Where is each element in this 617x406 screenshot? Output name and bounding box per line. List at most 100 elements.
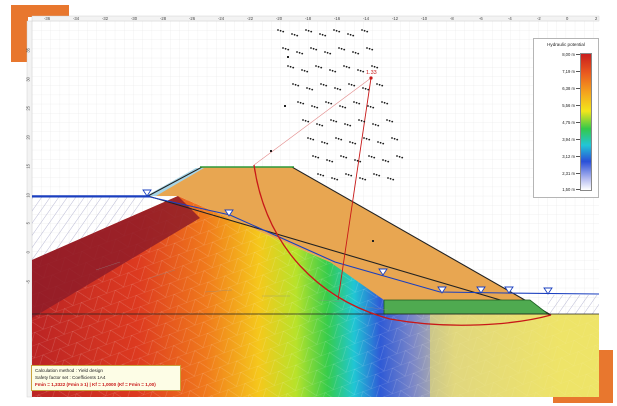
slip-center-dot: [347, 173, 350, 176]
slip-center-dot: [325, 84, 328, 87]
slip-center-dot: [343, 48, 346, 51]
top-ruler-label: 2: [595, 16, 598, 21]
slip-center-dot: [292, 83, 294, 85]
top-ruler-label: -26: [189, 16, 196, 21]
slip-center-dot: [296, 34, 299, 37]
slip-center-dot: [326, 51, 329, 54]
slip-center-dot: [313, 105, 316, 108]
slip-center-dot: [306, 87, 308, 89]
slip-center-dot: [376, 66, 379, 69]
left-ruler-label: 5: [26, 221, 31, 224]
downstream-water-hatch: [548, 295, 599, 314]
slip-center-dot: [352, 51, 354, 53]
slip-center-dot: [370, 155, 373, 158]
slip-center-dot: [319, 33, 321, 35]
slip-center-dot: [312, 155, 314, 157]
slip-center-dot: [311, 88, 314, 91]
top-ruler-label: -2: [537, 16, 541, 21]
slip-center-dot: [344, 106, 347, 109]
slip-center-dot: [362, 70, 365, 73]
slip-center-dot: [353, 101, 355, 103]
legend-tick: [576, 173, 580, 174]
legend-tick: [576, 71, 580, 72]
legend-value: 6,38 m: [562, 86, 575, 91]
legend-tick: [576, 105, 580, 106]
slip-center-dot: [386, 119, 388, 121]
slip-center-dot: [331, 160, 334, 163]
slip-center-dot: [326, 142, 329, 145]
top-ruler-label: -4: [508, 16, 512, 21]
legend-value: 2,31 m: [562, 171, 575, 176]
slip-center-dot: [359, 69, 362, 72]
slip-center-dot: [359, 177, 361, 179]
slip-center-dot: [387, 177, 389, 179]
legend-value: 5,56 m: [562, 103, 575, 108]
slip-center-dot: [326, 159, 328, 161]
slip-center-dot: [355, 101, 358, 104]
slip-center-dot: [323, 141, 326, 144]
slip-center-dot: [324, 51, 326, 53]
slip-center-dot: [327, 101, 330, 104]
slip-center-dot: [350, 83, 353, 86]
slip-center-dot: [379, 141, 382, 144]
legend-value: 8,00 m: [562, 52, 575, 57]
slip-center-dot: [388, 119, 391, 122]
top-ruler-label: -12: [392, 16, 399, 21]
slip-center-dot: [377, 141, 379, 143]
slip-center-dot: [376, 83, 378, 85]
slip-center-dot: [315, 48, 318, 51]
slip-center-dot: [329, 69, 331, 71]
slip-center-dot: [366, 47, 368, 49]
slip-center-dot: [345, 156, 348, 159]
slip-center-dot: [332, 119, 335, 122]
slip-center-dot: [312, 138, 315, 141]
slip-center-dot: [317, 156, 320, 159]
slip-center-dot: [353, 84, 356, 87]
legend-tick: [576, 122, 580, 123]
slip-center-dot: [321, 141, 323, 143]
top-ruler-label: -22: [247, 16, 254, 21]
slip-center-dot: [356, 159, 359, 162]
slip-center-dot: [363, 29, 366, 32]
slip-center-dot: [319, 173, 322, 176]
top-ruler-label: -16: [334, 16, 341, 21]
legend-color-scale: [580, 53, 592, 191]
slip-center-dot: [369, 105, 372, 108]
slip-center-dot: [339, 105, 341, 107]
slip-center-dot: [392, 178, 395, 181]
slip-center-dot: [368, 138, 371, 141]
slip-center-dot: [345, 173, 347, 175]
top-ruler: [31, 15, 600, 22]
slip-center-dot: [316, 123, 318, 125]
slip-center-dot: [348, 66, 351, 69]
upstream-dark-zone: [32, 196, 200, 318]
top-ruler-label: -14: [363, 16, 370, 21]
slip-center-dot: [310, 30, 313, 33]
slip-center-dot: [330, 119, 332, 121]
slip-center-dot: [340, 155, 342, 157]
slip-center-dot: [387, 160, 390, 163]
calculation-result-box: Calculation method : Yield design Safety…: [31, 365, 181, 391]
slip-center-dot: [302, 119, 304, 121]
slip-center-dot: [297, 84, 300, 87]
top-ruler-label: -8: [450, 16, 454, 21]
slip-center-dot: [382, 159, 384, 161]
embankment-body: [148, 167, 551, 315]
slip-center-dot: [303, 69, 306, 72]
slip-center-dot: [363, 120, 366, 123]
left-ruler-label: 20: [26, 134, 31, 139]
slip-center-dot: [391, 137, 393, 139]
slip-center-dot: [289, 65, 292, 68]
slip-center-dot: [357, 69, 359, 71]
slip-surface-arc: [253, 164, 552, 326]
slip-center-dot: [354, 142, 357, 145]
slip-center-dot: [292, 66, 295, 69]
slip-center-dot: [310, 47, 312, 49]
slip-radius-line-1: [337, 77, 372, 301]
slip-center-dot: [277, 29, 279, 31]
slip-center-dot: [358, 102, 361, 105]
slip-center-dot: [360, 119, 363, 122]
slip-center-dot: [363, 137, 365, 139]
